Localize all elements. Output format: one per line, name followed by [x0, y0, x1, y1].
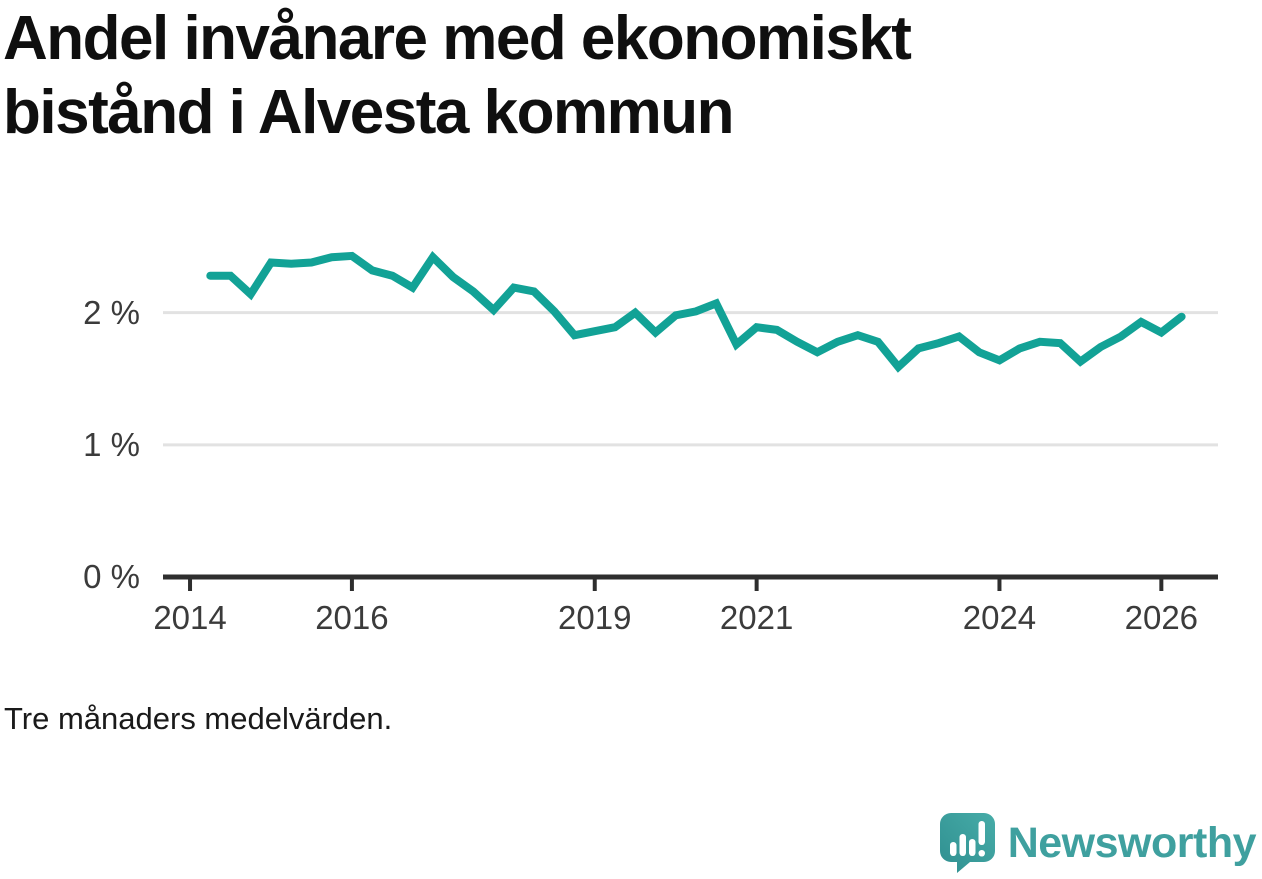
x-tick-label: 2019: [558, 599, 632, 636]
line-chart: 0 % 1 % 2 % 2014 2016 2019 2021 2024 2026: [83, 250, 1218, 636]
chart-title-line-2: bistånd i Alvesta kommun: [3, 78, 734, 148]
data-line-economic-assistance: [206, 250, 1186, 373]
newsworthy-speech-bubble-chart-icon: [939, 813, 995, 873]
newsworthy-wordmark: Newsworthy: [1007, 819, 1257, 867]
newsworthy-logo: Newsworthy: [939, 812, 1257, 874]
exclamation-stem-icon: [978, 821, 985, 845]
x-tick-label: 2016: [315, 599, 389, 636]
bar-tall-icon: [959, 834, 966, 856]
bar-mid-icon: [968, 839, 976, 856]
y-tick-label: 2 %: [83, 293, 140, 331]
x-tick-label: 2014: [153, 599, 227, 636]
x-tick-label: 2024: [962, 599, 1037, 636]
chart-title: Andel invånare med ekonomiskt bistånd i A…: [3, 2, 1203, 151]
x-tick-label: 2026: [1124, 599, 1199, 636]
x-tick-label: 2021: [719, 599, 794, 636]
y-tick-label: 0 %: [83, 558, 140, 595]
chart-title-line-1: Andel invånare med ekonomiskt: [3, 4, 912, 73]
y-tick-label: 1 %: [83, 425, 140, 463]
exclamation-dot-icon: [978, 850, 985, 857]
line-chart-canvas: [163, 250, 1218, 591]
chart-caption: Tre månaders medelvärden.: [4, 701, 393, 736]
bar-short-icon: [949, 842, 957, 856]
